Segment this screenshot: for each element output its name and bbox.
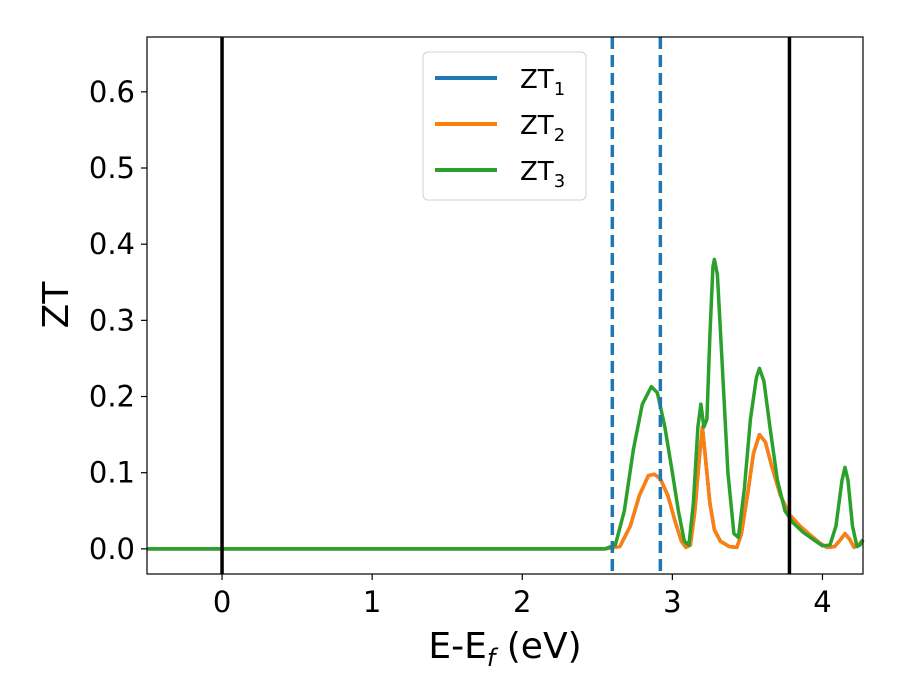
legend-label-3: ZT3 <box>520 157 565 192</box>
x-tick-label: 3 <box>663 585 681 619</box>
vertical-lines <box>220 37 792 574</box>
y-axis-label: ZT <box>36 281 77 329</box>
legend: ZT1 ZT2 ZT3 <box>422 51 587 201</box>
y-tick-label: 0.1 <box>89 456 135 490</box>
x-axis-label: E-Ef (eV) <box>428 626 581 672</box>
legend-label-1: ZT1 <box>520 65 565 100</box>
y-tick-label: 0.5 <box>89 151 135 185</box>
x-tick-label: 1 <box>363 585 381 619</box>
legend-box <box>422 51 587 201</box>
series-line-3 <box>147 257 865 551</box>
plot-frame <box>146 36 864 575</box>
x-tick-label: 2 <box>513 585 531 619</box>
series-layer <box>147 257 865 551</box>
series-line-2 <box>147 425 865 551</box>
y-tick-label: 0.2 <box>89 380 135 414</box>
legend-entries: ZT1 ZT2 ZT3 <box>435 65 565 192</box>
y-tick-label: 0.6 <box>89 75 135 109</box>
x-tick-label: 0 <box>213 585 231 619</box>
x-tick-label: 4 <box>813 585 831 619</box>
x-axis-ticks: 0 1 2 3 4 <box>213 574 832 619</box>
y-tick-label: 0.3 <box>89 303 135 337</box>
y-tick-label: 0.4 <box>89 227 135 261</box>
y-axis-ticks: 0.0 0.1 0.2 0.3 0.4 0.5 0.6 <box>89 75 147 566</box>
legend-label-2: ZT2 <box>520 111 565 146</box>
y-tick-label: 0.0 <box>89 532 135 566</box>
